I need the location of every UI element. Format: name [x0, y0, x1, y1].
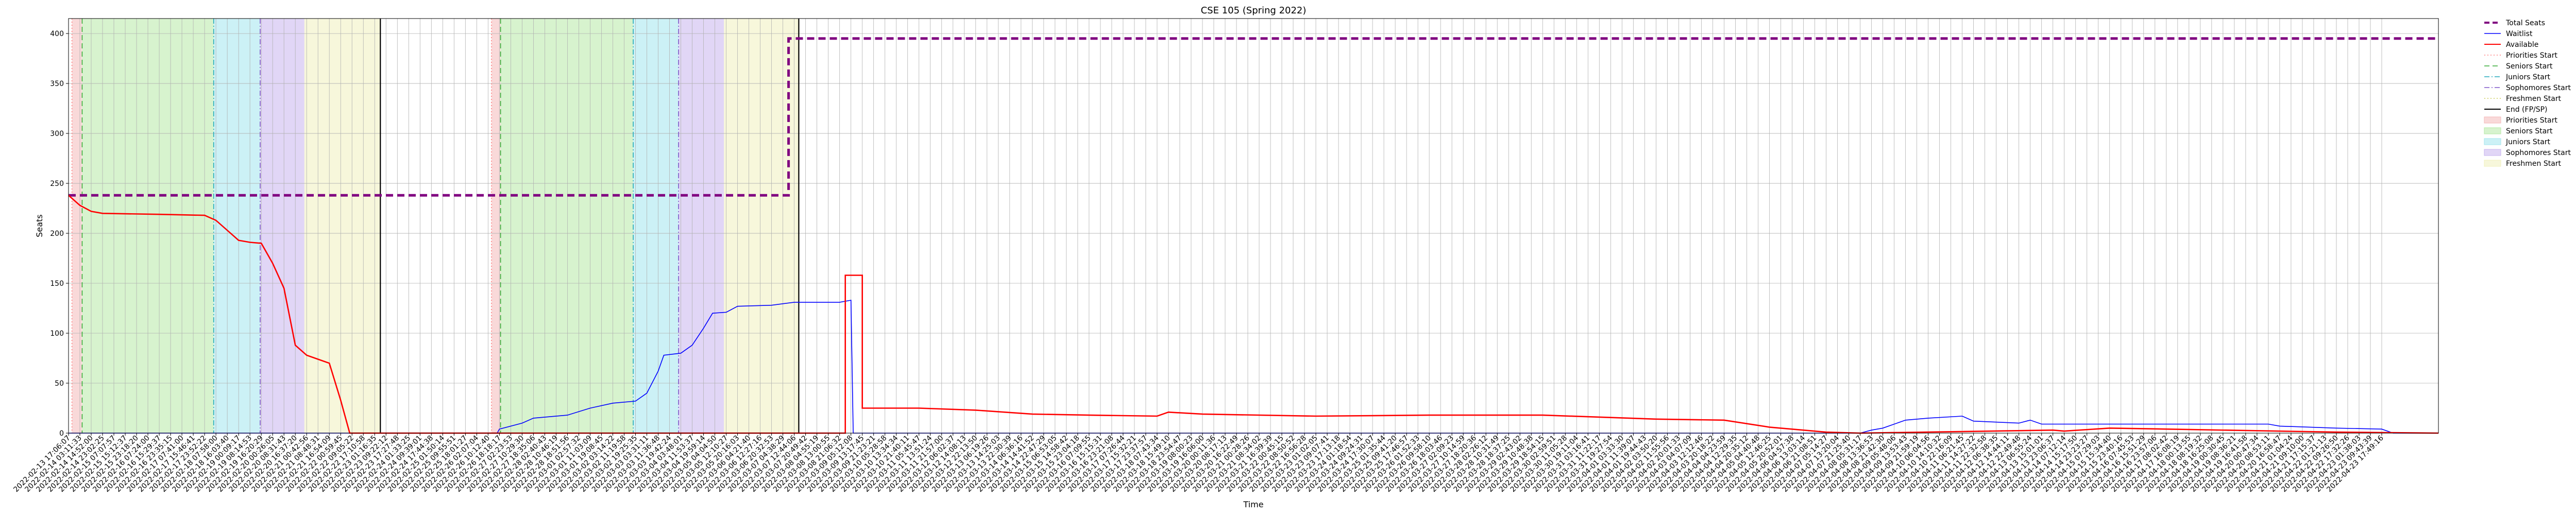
legend-label: Sophomores Start — [2506, 84, 2571, 92]
x-axis-label: Time — [1243, 500, 1263, 509]
y-tick-label: 300 — [50, 130, 64, 138]
series-line — [69, 37, 2438, 197]
shaded-region — [724, 19, 799, 433]
legend-label: Available — [2506, 41, 2538, 49]
legend-swatch — [2484, 116, 2501, 124]
legend-label: Freshmen Start — [2506, 95, 2562, 103]
y-tick-label: 350 — [50, 80, 64, 88]
legend-label: Sophomores Start — [2506, 149, 2571, 157]
shaded-region — [491, 19, 501, 433]
y-tick-label: 250 — [50, 180, 64, 188]
legend-label: Seniors Start — [2506, 62, 2553, 71]
legend-label: Juniors Start — [2505, 138, 2551, 146]
y-tick-label: 0 — [59, 430, 64, 438]
legend-swatch — [2484, 149, 2501, 156]
legend-label: Freshmen Start — [2506, 160, 2562, 168]
legend-swatch — [2484, 138, 2501, 145]
shaded-region — [72, 19, 82, 433]
start-lines — [71, 19, 800, 433]
legend-label: Seniors Start — [2506, 127, 2553, 135]
chart-title: CSE 105 (Spring 2022) — [1201, 5, 1307, 16]
y-axis-label: Seats — [35, 214, 44, 237]
y-tick-label: 150 — [50, 280, 64, 288]
legend-label: Total Seats — [2505, 19, 2545, 27]
legend-label: Priorities Start — [2506, 116, 2558, 125]
y-tick-label: 200 — [50, 230, 64, 238]
legend-label: Waitlist — [2506, 30, 2533, 38]
legend-label: Juniors Start — [2505, 73, 2551, 81]
legend-swatch — [2484, 127, 2501, 134]
series-line — [68, 195, 2439, 434]
shaded-region — [260, 19, 304, 433]
y-axis-ticks: 0 50 100 150 200 250 300 350 400 — [50, 30, 69, 438]
y-tick-label: 400 — [50, 30, 64, 38]
series-lines — [68, 37, 2439, 434]
series-line — [69, 300, 2438, 434]
grid — [68, 19, 2438, 434]
y-tick-label: 100 — [50, 330, 64, 338]
shaded-region — [500, 19, 634, 433]
y-tick-label: 50 — [55, 380, 64, 388]
shaded-region — [213, 19, 260, 433]
shaded-region — [679, 19, 724, 433]
legend: Total Seats Waitlist Available Priorities S… — [2484, 19, 2571, 168]
shaded-region — [304, 19, 381, 433]
legend-label: End (FP/SP) — [2506, 106, 2548, 114]
legend-swatch — [2484, 160, 2501, 167]
shaded-regions — [72, 19, 799, 433]
plot-frame — [68, 18, 2439, 434]
shaded-region — [633, 19, 679, 433]
legend-label: Priorities Start — [2506, 52, 2558, 60]
